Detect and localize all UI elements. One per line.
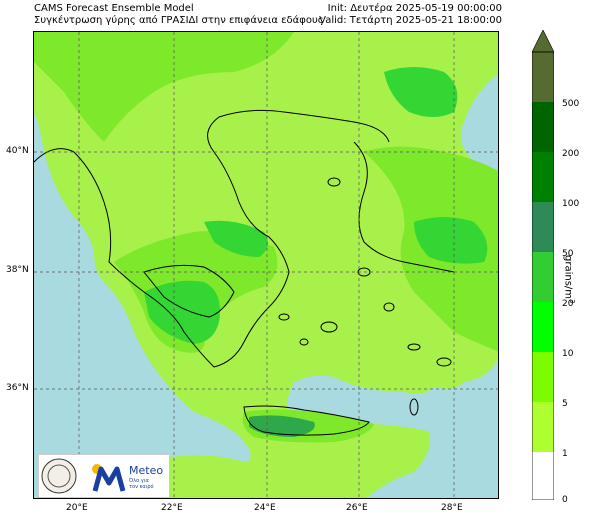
- colorbar-tick: 0: [562, 495, 568, 505]
- colorbar-band-500plus: [532, 52, 554, 102]
- colorbar-tick: 50: [562, 249, 574, 259]
- colorbar-band-0-1: [532, 452, 554, 500]
- colorbar-band-5-10: [532, 352, 554, 402]
- brand-tagline: Όλα για τον καιρό: [129, 478, 154, 490]
- colorbar-band-100-200: [532, 152, 554, 202]
- colorbar-band-20-50: [532, 252, 554, 302]
- lon-label-22e: 22°E: [161, 503, 183, 513]
- lat-label-40n: 40°N: [6, 146, 29, 156]
- lat-label-38n: 38°N: [6, 265, 29, 275]
- colorbar-tick: 1: [562, 449, 568, 459]
- meteo-m-icon: [92, 466, 126, 492]
- lon-label-28e: 28°E: [441, 503, 463, 513]
- colorbar-tick: 10: [562, 349, 574, 359]
- seal-icon: [41, 458, 77, 494]
- colorbar-band-10-20: [532, 302, 554, 352]
- lat-label-36n: 36°N: [6, 383, 29, 393]
- colorbar: [532, 30, 554, 500]
- lon-label-26e: 26°E: [346, 503, 368, 513]
- colorbar-tick: 500: [562, 99, 580, 109]
- colorbar-unit-label: grains/m3: [562, 255, 576, 304]
- logo-panel: Meteo Όλα για τον καιρό: [38, 454, 170, 498]
- forecast-map: [33, 31, 499, 499]
- colorbar-tick: 5: [562, 399, 568, 409]
- init-time: Init: Δευτέρα 2025-05-19 00:00:00: [327, 3, 502, 14]
- colorbar-tick: 100: [562, 199, 580, 209]
- colorbar-tick: 200: [562, 149, 580, 159]
- colorbar-band-50-100: [532, 202, 554, 252]
- colorbar-band-1-5: [532, 402, 554, 452]
- colorbar-band-200-500: [532, 102, 554, 152]
- lon-label-24e: 24°E: [254, 503, 276, 513]
- model-title: CAMS Forecast Ensemble Model: [34, 3, 194, 14]
- valid-time: Valid: Τετάρτη 2025-05-21 18:00:00: [319, 15, 502, 26]
- brand-name: Meteo: [129, 464, 164, 477]
- lon-label-20e: 20°E: [66, 503, 88, 513]
- colorbar-extend-arrow: [532, 30, 554, 53]
- colorbar-tick: 20: [562, 299, 574, 309]
- map-subtitle: Συγκέντρωση γύρης από ΓΡΑΣΙΔΙ στην επιφά…: [34, 15, 324, 26]
- map-canvas: [34, 32, 498, 498]
- logos: [41, 458, 126, 494]
